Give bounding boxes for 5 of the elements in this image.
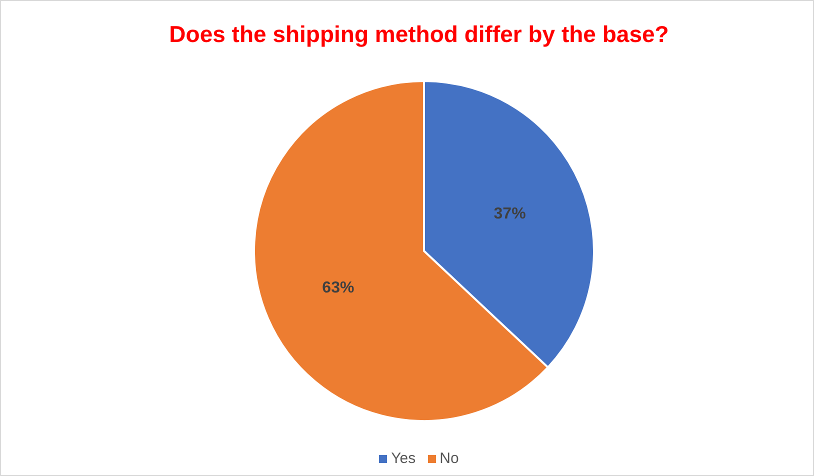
legend-label: No: [438, 450, 459, 467]
data-label: 63%: [322, 280, 354, 297]
chart-title: Does the shipping method differ by the base?: [168, 21, 670, 48]
legend-label: Yes: [390, 450, 416, 467]
data-label: 37%: [494, 205, 526, 222]
